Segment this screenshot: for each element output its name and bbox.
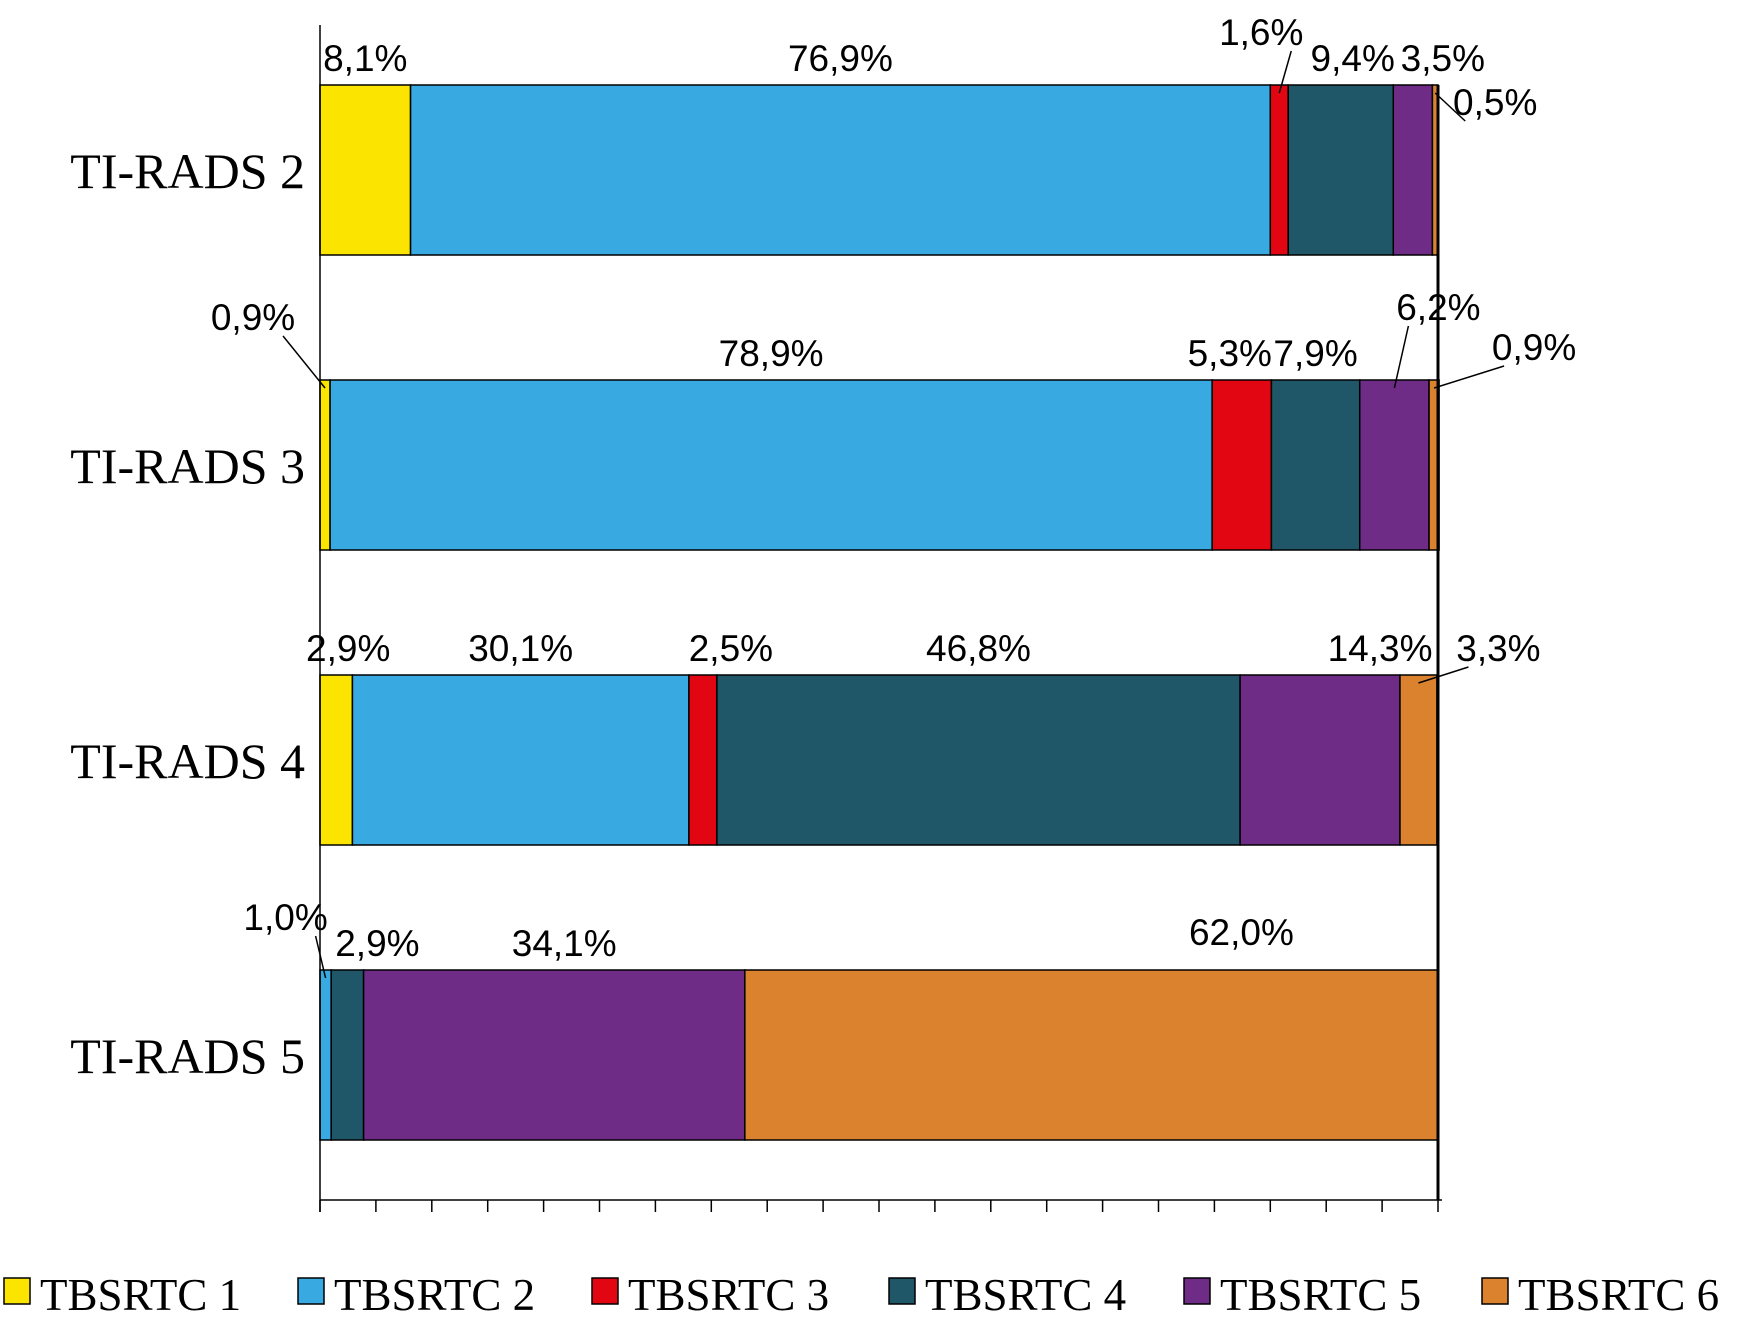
bar-segment (1358, 379, 1430, 551)
leader-line (1434, 92, 1466, 122)
legend-label: TBSRTC 6 (1518, 1270, 1719, 1320)
data-label: 1,6% (1219, 12, 1303, 53)
bar-segment (1211, 379, 1273, 551)
data-label: 0,9% (211, 297, 295, 338)
leader-line (1418, 666, 1469, 684)
legend-swatch (3, 1277, 31, 1305)
bar-segment (319, 969, 332, 1141)
legend-swatch (297, 1277, 325, 1305)
bar-segment (351, 674, 690, 846)
category-label: TI-RADS 4 (70, 733, 305, 789)
bar-segment (319, 84, 412, 256)
bar-segment (1239, 674, 1401, 846)
legend-swatch (1481, 1277, 1509, 1305)
data-label: 2,9% (335, 923, 419, 964)
data-label: 62,0% (1189, 912, 1294, 953)
bar-segment (1269, 84, 1289, 256)
data-label: 7,9% (1273, 333, 1357, 374)
bar-segment (329, 379, 1213, 551)
bar-segment (1392, 84, 1434, 256)
leader-line (1278, 50, 1292, 94)
bar-segment (716, 674, 1241, 846)
data-label: 1,0% (243, 897, 327, 938)
legend-swatch (591, 1277, 619, 1305)
data-label: 2,9% (306, 628, 390, 669)
legend-label: TBSRTC 5 (1220, 1270, 1421, 1320)
data-label: 9,4% (1311, 38, 1395, 79)
bar-segment (1399, 674, 1438, 846)
bar-segment (362, 969, 746, 1141)
data-label: 0,5% (1453, 82, 1537, 123)
legend-label: TBSRTC 2 (334, 1270, 535, 1320)
bar-segment (1270, 379, 1361, 551)
bar-segment (744, 969, 1439, 1141)
data-label: 2,5% (689, 628, 773, 669)
leader-line (1433, 365, 1505, 389)
data-label: 3,5% (1401, 38, 1485, 79)
leader-line (1393, 325, 1410, 389)
data-label: 8,1% (323, 38, 407, 79)
data-label: 76,9% (788, 38, 893, 79)
category-label: TI-RADS 5 (70, 1028, 305, 1084)
data-label: 0,9% (1492, 327, 1576, 368)
bar-segment (409, 84, 1272, 256)
category-label: TI-RADS 3 (70, 438, 305, 494)
legend-swatch (888, 1277, 916, 1305)
category-label: TI-RADS 2 (70, 143, 305, 199)
legend-label: TBSRTC 4 (925, 1270, 1126, 1320)
data-label: 14,3% (1328, 628, 1433, 669)
legend-swatch (1183, 1277, 1211, 1305)
data-label: 78,9% (719, 333, 824, 374)
bar-segment (319, 379, 331, 551)
legend-label: TBSRTC 3 (628, 1270, 829, 1320)
bar-segment (319, 674, 354, 846)
data-label: 3,3% (1456, 628, 1540, 669)
leader-line (282, 335, 326, 389)
data-label: 34,1% (512, 923, 617, 964)
data-label: 30,1% (468, 628, 573, 669)
bar-segment (1287, 84, 1395, 256)
bar-segment (330, 969, 365, 1141)
bar-segment (688, 674, 718, 846)
data-label: 46,8% (926, 628, 1031, 669)
legend-label: TBSRTC 1 (40, 1270, 241, 1320)
data-label: 5,3% (1188, 333, 1272, 374)
